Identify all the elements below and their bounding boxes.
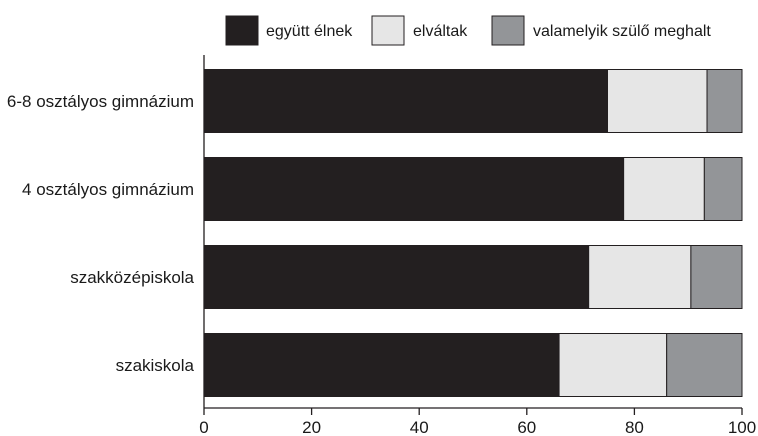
x-tick-label-60: 60 <box>517 418 536 436</box>
legend-label-elvaltak: elváltak <box>413 23 468 40</box>
bar-4-osztalyos-gimnazium-elvaltak <box>623 157 705 221</box>
legend-swatch-egyutt-elnek <box>225 15 259 46</box>
category-label-szakkozepiskola: szakközépiskola <box>70 268 194 287</box>
x-tick-label-20: 20 <box>302 418 321 436</box>
bar-szakiskola-egyutt-elnek <box>203 333 560 397</box>
bar-6-8-osztalyos-gimnazium-elvaltak <box>607 69 708 133</box>
category-label-szakiskola: szakiskola <box>116 356 195 375</box>
bar-szakkozepiskola-egyutt-elnek <box>203 245 590 309</box>
legend-label-valamelyik-szulo-meghalt: valamelyik szülő meghalt <box>533 23 711 40</box>
category-label-6-8-osztalyos-gimnazium: 6-8 osztályos gimnázium <box>7 92 194 111</box>
bar-szakkozepiskola-elvaltak <box>588 245 692 309</box>
legend: együtt élnek elváltak valamelyik szülő meg… <box>225 15 711 46</box>
x-tick-label-80: 80 <box>625 418 644 436</box>
legend-swatch-elvaltak <box>371 15 405 46</box>
legend-swatch-valamelyik-szulo-meghalt <box>491 15 525 46</box>
bar-6-8-osztalyos-gimnazium-egyutt-elnek <box>203 69 608 133</box>
category-label-4-osztalyos-gimnazium: 4 osztályos gimnázium <box>22 180 194 199</box>
bar-4-osztalyos-gimnazium-valamelyik-szulo-meghalt <box>703 157 743 221</box>
x-tick-label-0: 0 <box>199 418 208 436</box>
bar-szakkozepiskola-valamelyik-szulo-meghalt <box>690 245 743 309</box>
legend-label-egyutt-elnek: együtt élnek <box>266 23 353 40</box>
x-tick-label-40: 40 <box>410 418 429 436</box>
bar-szakiskola-elvaltak <box>558 333 668 397</box>
bar-4-osztalyos-gimnazium-egyutt-elnek <box>203 157 625 221</box>
bar-szakiskola-valamelyik-szulo-meghalt <box>666 333 743 397</box>
bar-6-8-osztalyos-gimnazium-valamelyik-szulo-meghalt <box>706 69 743 133</box>
x-tick-label-100: 100 <box>728 418 756 436</box>
